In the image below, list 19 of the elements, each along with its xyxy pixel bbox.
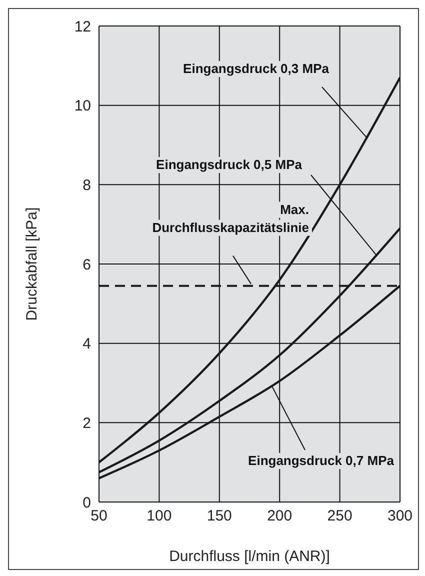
x-tick-label: 200 (267, 508, 292, 525)
y-tick-label: 0 (82, 494, 91, 512)
x-tick-label: 150 (206, 508, 232, 525)
annotation: Eingangsdruck 0,7 MPa (248, 453, 395, 468)
x-tick-label: 250 (327, 508, 352, 525)
annotation: Eingangsdruck 0,3 MPa (183, 61, 330, 76)
annotation: Eingangsdruck 0,5 MPa (156, 157, 303, 172)
x-tick-label: 100 (146, 508, 172, 525)
y-tick-label: 10 (74, 98, 91, 115)
y-tick-label: 2 (82, 414, 91, 432)
y-axis-title: Druckabfall [kPa] (23, 207, 40, 321)
y-tick-label: 6 (82, 256, 91, 274)
ref-line-label: Max. Durchflusskapazitätslinie (152, 202, 309, 235)
y-tick-label: 8 (82, 176, 91, 194)
y-tick-label: 4 (82, 336, 91, 353)
x-axis-title: Durchfluss [l/min (ANR)] (169, 548, 330, 565)
x-tick-label: 300 (387, 508, 413, 525)
y-tick-label: 12 (74, 18, 91, 36)
x-tick-label: 50 (90, 508, 108, 525)
